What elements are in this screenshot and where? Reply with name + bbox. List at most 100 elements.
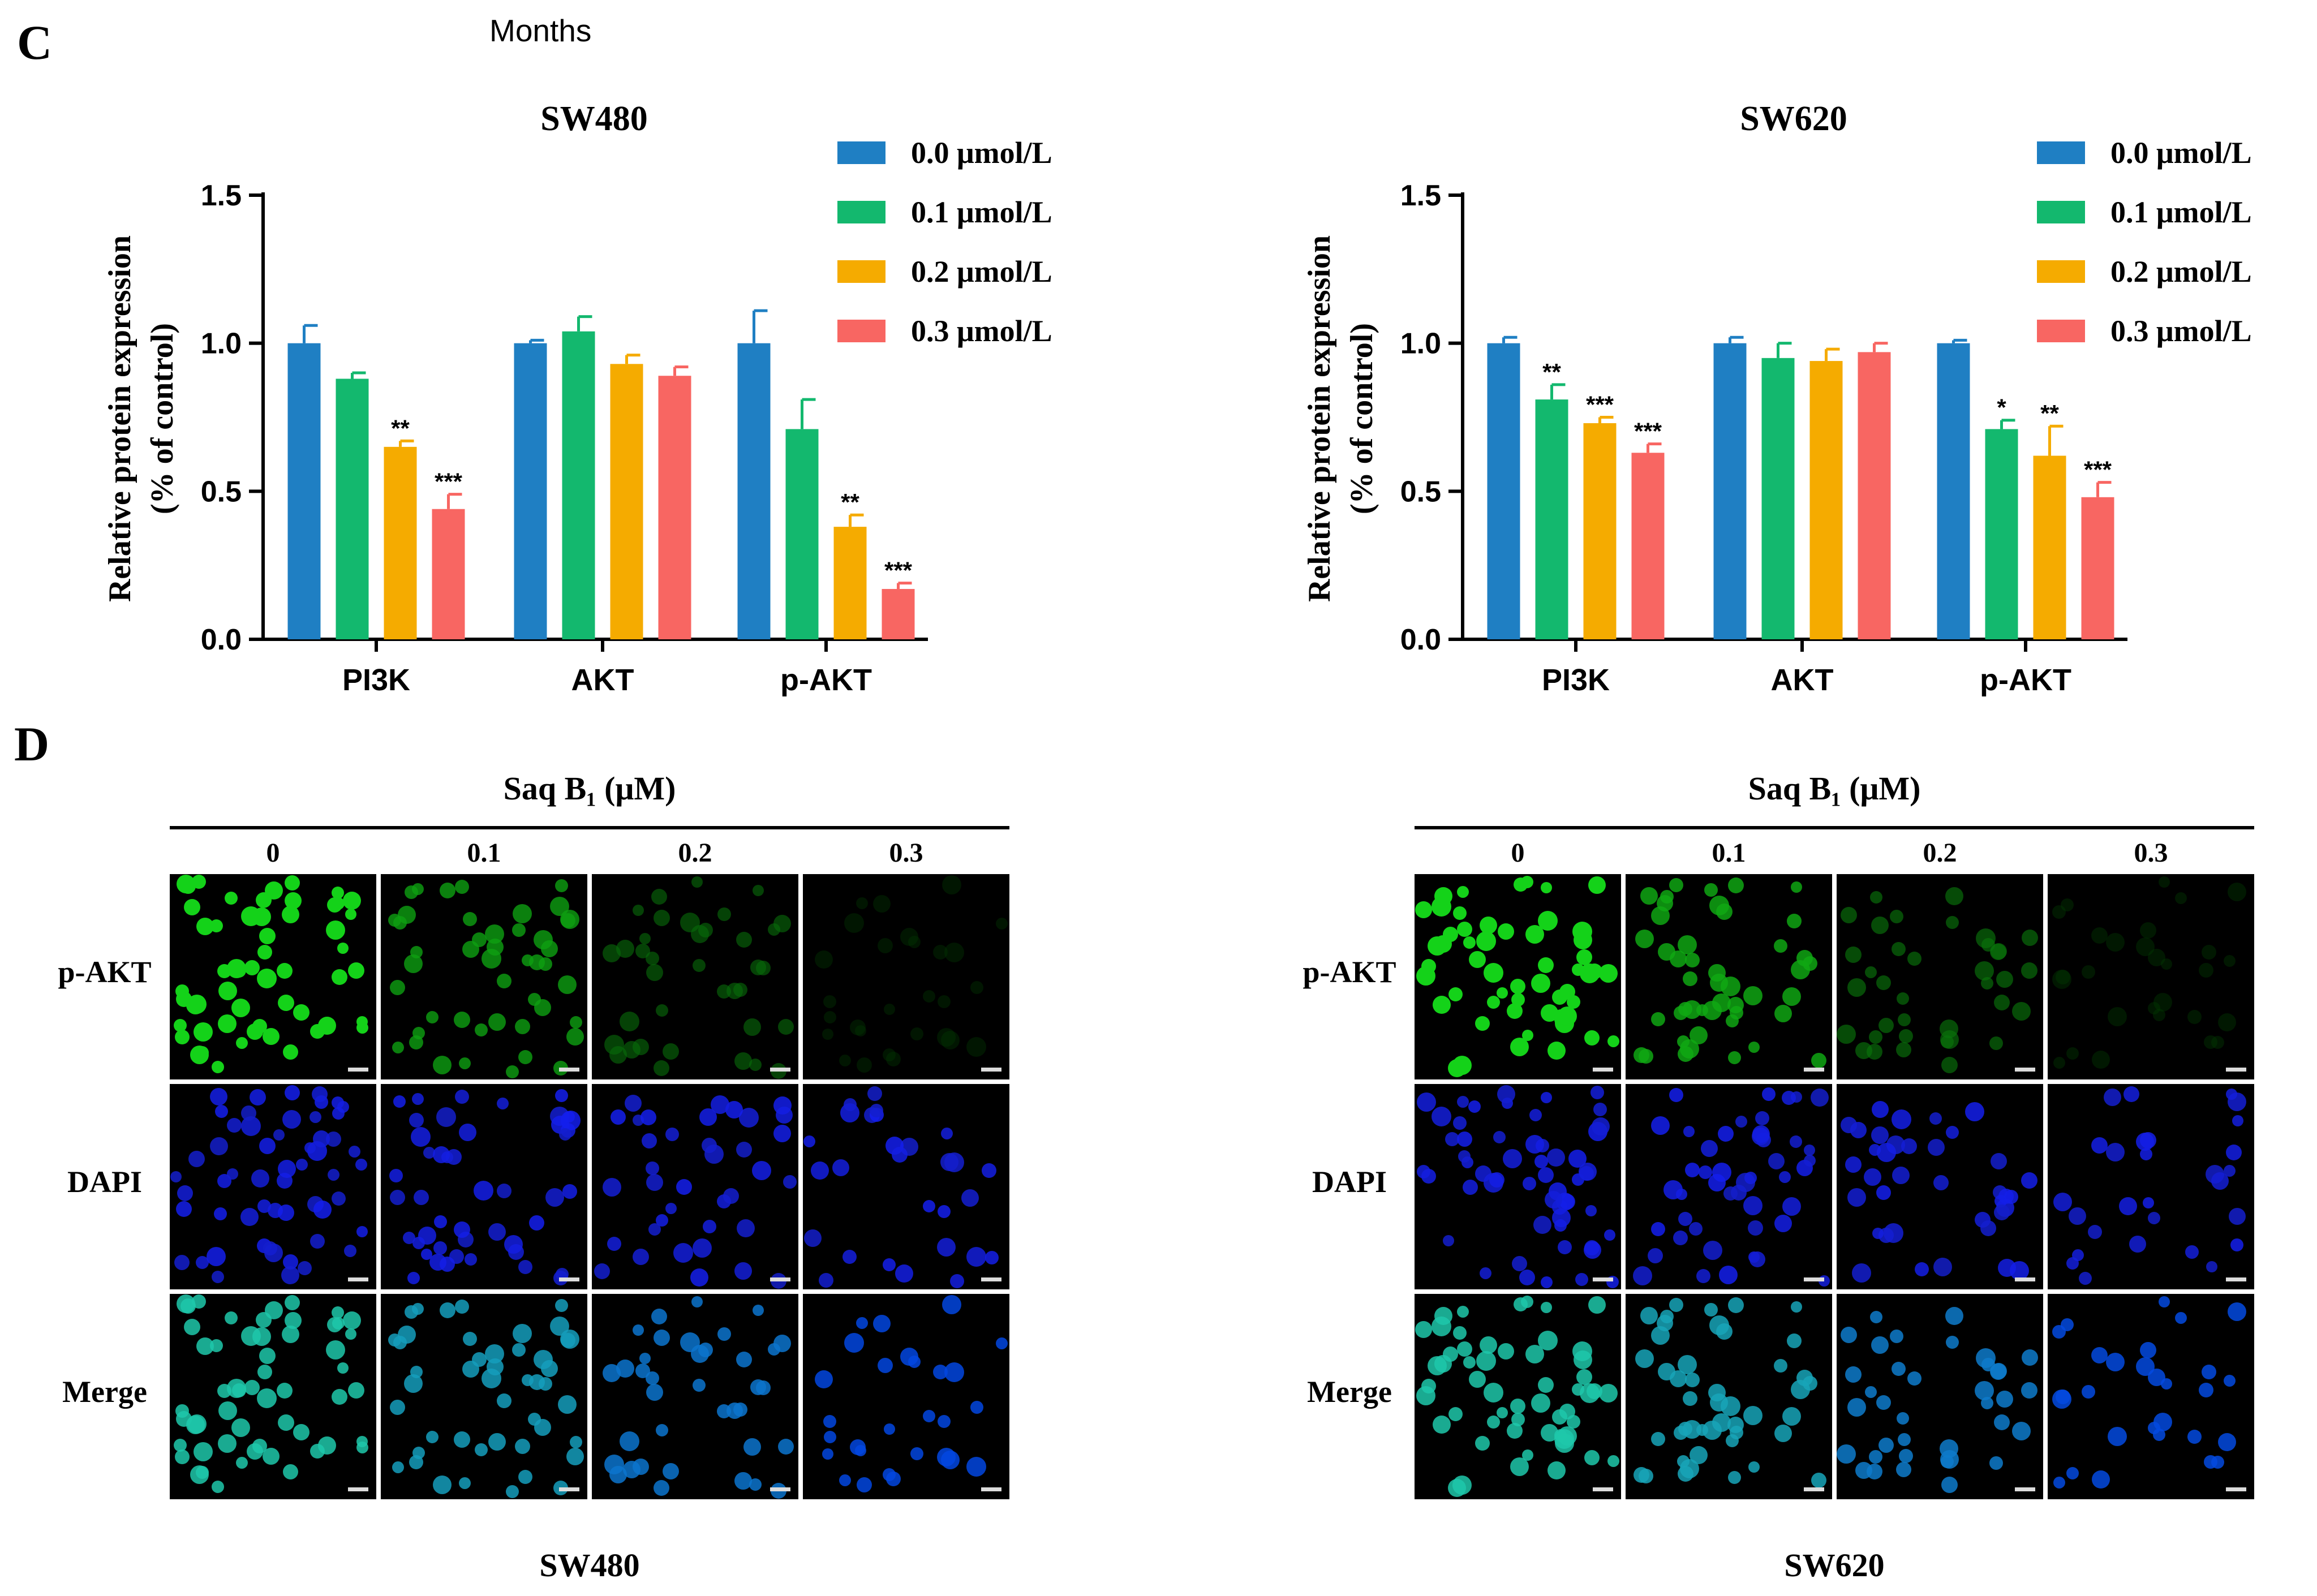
cell-nucleus xyxy=(1487,1416,1500,1429)
bar xyxy=(833,527,867,639)
cell-nucleus xyxy=(175,1449,190,1464)
cell-nucleus xyxy=(2153,1009,2165,1021)
cell-nucleus xyxy=(1457,886,1469,898)
cell-nucleus xyxy=(174,1019,187,1032)
cell-nucleus xyxy=(824,1431,836,1443)
bar xyxy=(287,343,321,639)
cell-nucleus xyxy=(743,1438,761,1456)
cell-nucleus xyxy=(475,1443,488,1456)
dose-label: 0.2 xyxy=(1923,838,1957,868)
cell-nucleus xyxy=(1660,890,1674,904)
cell-nucleus xyxy=(1658,1363,1675,1380)
cell-nucleus xyxy=(811,1161,829,1180)
legend-label: 0.2 μmol/L xyxy=(2110,255,2252,289)
cell-nucleus xyxy=(2092,1470,2110,1489)
micrograph-dapi-0 xyxy=(170,1084,376,1289)
cell-nucleus xyxy=(227,1118,242,1133)
cell-nucleus xyxy=(737,1219,755,1237)
cell-nucleus xyxy=(1640,887,1658,905)
cell-nucleus xyxy=(459,1057,471,1069)
cell-nucleus xyxy=(1457,1096,1469,1108)
cell-nucleus xyxy=(2199,963,2213,978)
cell-nucleus xyxy=(2091,1137,2108,1154)
cell-nucleus xyxy=(1929,1112,1942,1125)
row-label: p-AKT xyxy=(58,954,152,989)
bar xyxy=(1535,399,1568,639)
cell-nucleus xyxy=(513,904,532,923)
treatment-bracket-line xyxy=(170,826,1009,829)
cell-nucleus xyxy=(2053,1193,2072,1211)
cell-nucleus xyxy=(2161,1378,2172,1389)
cell-nucleus xyxy=(475,1023,488,1036)
cell-nucleus xyxy=(326,920,345,940)
cell-nucleus xyxy=(1928,1139,1945,1156)
cell-nucleus xyxy=(1475,1165,1491,1182)
cell-nucleus xyxy=(620,1431,639,1451)
cell-nucleus xyxy=(966,1247,986,1267)
cell-nucleus xyxy=(633,1039,649,1055)
cell-nucleus xyxy=(778,1019,794,1035)
cell-nucleus xyxy=(2056,970,2070,984)
micrograph-dapi-2 xyxy=(1837,1084,2043,1289)
cell-nucleus xyxy=(1428,936,1447,956)
cell-nucleus xyxy=(1871,1336,1889,1354)
cell-nucleus xyxy=(1841,1327,1857,1343)
cell-nucleus xyxy=(285,1295,300,1310)
cell-nucleus xyxy=(654,910,670,926)
cell-nucleus xyxy=(278,1414,294,1431)
cell-nucleus xyxy=(1890,910,1903,923)
cell-nucleus xyxy=(344,1245,356,1257)
micrograph-dapi-3 xyxy=(2048,1084,2254,1289)
cell-nucleus xyxy=(895,1264,913,1283)
cell-nucleus xyxy=(1980,1220,1996,1236)
micrograph-merge-3 xyxy=(803,1294,1009,1499)
cell-nucleus xyxy=(1678,1355,1697,1374)
cell-nucleus xyxy=(244,1380,260,1395)
cell-nucleus xyxy=(518,1050,532,1064)
cell-nucleus xyxy=(727,1403,743,1419)
cell-nucleus xyxy=(263,1448,280,1465)
legend-swatch xyxy=(2037,260,2085,283)
cell-nucleus xyxy=(646,1161,659,1175)
cell-nucleus xyxy=(1574,931,1592,949)
cell-nucleus xyxy=(1487,996,1500,1009)
cell-nucleus xyxy=(616,1360,634,1378)
cell-nucleus xyxy=(426,1431,439,1443)
cell-nucleus xyxy=(1892,1167,1910,1184)
cell-nucleus xyxy=(1703,1421,1722,1440)
cell-nucleus xyxy=(343,1311,361,1330)
cell-nucleus xyxy=(506,1065,519,1078)
cell-nucleus xyxy=(2106,1353,2125,1371)
cell-nucleus xyxy=(332,969,347,985)
cell-nucleus xyxy=(241,1326,261,1346)
cell-nucleus xyxy=(170,1171,182,1182)
cell-nucleus xyxy=(982,1163,996,1178)
cell-nucleus xyxy=(259,1348,276,1364)
cell-nucleus xyxy=(1703,1241,1722,1260)
cell-nucleus xyxy=(1458,1150,1471,1163)
cell-nucleus xyxy=(1457,922,1472,937)
significance-marker: * xyxy=(1997,394,2006,421)
cell-nucleus xyxy=(1841,907,1857,923)
cell-nucleus xyxy=(756,1380,771,1395)
cell-nucleus xyxy=(900,1348,918,1366)
cell-nucleus xyxy=(1811,1473,1826,1488)
cell-nucleus xyxy=(2148,1212,2160,1224)
cell-nucleus xyxy=(1847,1398,1866,1417)
scale-bar xyxy=(2015,1277,2035,1281)
cell-nucleus xyxy=(1933,1175,1949,1190)
cell-nucleus xyxy=(1696,1269,1710,1283)
cell-nucleus xyxy=(1480,917,1497,934)
cell-nucleus xyxy=(1945,887,1963,905)
cell-nucleus xyxy=(285,892,302,909)
cell-nucleus xyxy=(332,887,344,899)
cell-nucleus xyxy=(2202,945,2216,960)
cell-nucleus xyxy=(1975,1381,1994,1400)
cell-nucleus xyxy=(1604,1229,1615,1241)
cell-nucleus xyxy=(194,1022,213,1042)
cell-nucleus xyxy=(883,1048,896,1061)
cell-nucleus xyxy=(405,885,418,899)
cell-nucleus xyxy=(1892,942,1906,956)
cell-nucleus xyxy=(717,907,731,921)
cell-nucleus xyxy=(1870,1311,1882,1323)
